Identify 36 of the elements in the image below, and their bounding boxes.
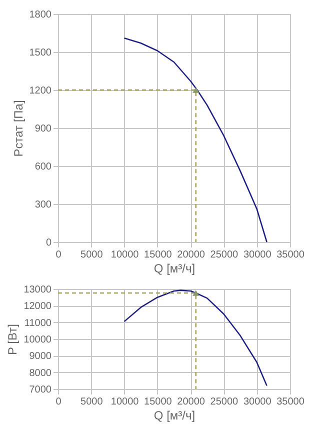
- line-series: [124, 37, 268, 243]
- x-tick-label: 0: [56, 250, 62, 260]
- x-tick-label: 0: [56, 396, 62, 408]
- y-tick-label: 8000: [29, 368, 52, 379]
- y-tick-label: 10000: [24, 334, 52, 346]
- y-tick-label: 12000: [24, 301, 52, 312]
- x-tick-label: 30000: [243, 396, 272, 408]
- x-tick-label: 15000: [144, 396, 172, 408]
- line-series: [124, 290, 268, 386]
- x-tick-label: 25000: [210, 250, 239, 260]
- y-tick-label: 1500: [29, 48, 52, 58]
- y-tick-label: 600: [34, 162, 52, 172]
- x-tick-label: 30000: [243, 250, 272, 260]
- y-tick-label: 0: [46, 238, 52, 248]
- y-axis-title: P [Вт]: [6, 324, 20, 355]
- x-tick-label: 20000: [177, 250, 206, 260]
- y-tick-label: 1800: [29, 10, 52, 20]
- y-tick-label: 11000: [24, 318, 52, 329]
- x-tick-label: 35000: [276, 396, 305, 408]
- x-axis-title: Q [м³/ч]: [154, 262, 196, 276]
- x-axis-title: Q [м³/ч]: [154, 408, 196, 422]
- y-tick-label: 9000: [29, 351, 52, 362]
- x-tick-label: 35000: [276, 250, 305, 260]
- y-axis-title: Pстат [Па]: [11, 100, 26, 157]
- x-tick-label: 5000: [80, 396, 104, 408]
- x-tick-label: 10000: [110, 250, 140, 260]
- y-tick-label: 300: [34, 200, 52, 210]
- x-tick-label: 15000: [144, 250, 172, 260]
- y-tick-label: 900: [34, 124, 52, 134]
- x-tick-label: 20000: [177, 396, 206, 408]
- y-tick-label: 13000: [24, 284, 52, 296]
- y-tick-label: 7000: [29, 384, 52, 396]
- x-tick-label: 5000: [80, 250, 104, 260]
- x-tick-label: 25000: [210, 396, 239, 408]
- x-tick-label: 10000: [110, 396, 140, 408]
- y-tick-label: 1200: [29, 86, 52, 96]
